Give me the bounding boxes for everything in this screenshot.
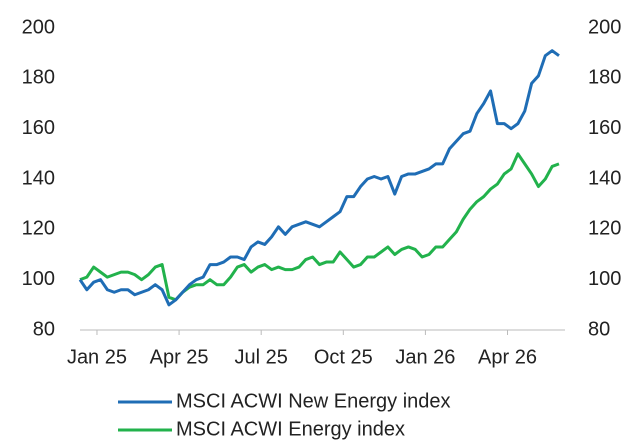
y2-tick-label: 80 [588,318,610,340]
y2-tick-label: 120 [588,218,621,240]
y2-tick-label: 140 [588,167,621,189]
y-tick-label: 160 [22,117,55,139]
y-tick-label: 200 [22,16,55,38]
y-tick-label: 180 [22,67,55,89]
legend-label: MSCI ACWI New Energy index [176,390,451,412]
x-tick-label: Oct 25 [314,346,373,368]
y-tick-label: 80 [33,318,55,340]
x-tick-label: Jan 26 [395,346,455,368]
x-tick-label: Apr 26 [478,346,537,368]
series-line [79,152,560,302]
series-line [78,49,560,307]
legend-label: MSCI ACWI Energy index [176,418,405,440]
y2-tick-label: 180 [588,67,621,89]
y2-tick-label: 100 [588,268,621,290]
y-tick-label: 100 [22,268,55,290]
y-tick-label: 120 [22,218,55,240]
x-tick-label: Jan 25 [67,346,127,368]
y2-tick-label: 200 [588,16,621,38]
y2-tick-label: 160 [588,117,621,139]
x-tick-label: Jul 25 [235,346,288,368]
x-tick-label: Apr 25 [150,346,209,368]
y-tick-label: 140 [22,167,55,189]
